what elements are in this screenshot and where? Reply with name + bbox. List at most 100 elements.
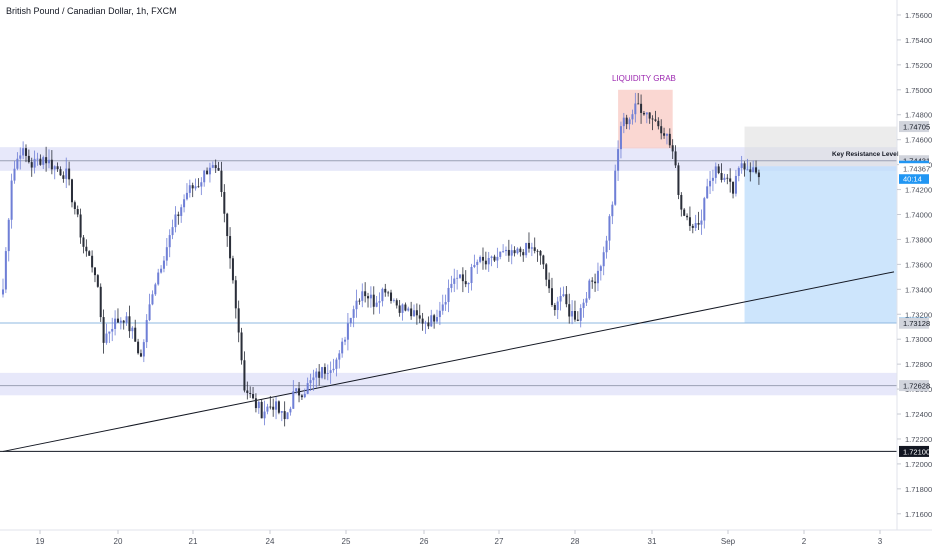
candle-body <box>142 342 145 357</box>
candle <box>539 250 542 265</box>
candle-body <box>211 165 214 168</box>
candle <box>378 292 381 314</box>
candle <box>493 254 496 263</box>
candle-body <box>536 250 539 252</box>
candle-body <box>407 308 410 311</box>
candle <box>401 303 404 321</box>
candle <box>559 287 562 311</box>
candle <box>364 282 367 303</box>
candle-body <box>599 266 602 271</box>
x-tick-label: 3 <box>878 537 883 546</box>
candle <box>755 160 758 175</box>
candle <box>45 146 48 172</box>
candle-body <box>752 167 755 173</box>
candle <box>573 300 576 322</box>
x-tick-label: 25 <box>342 537 351 546</box>
candle-body <box>737 167 740 176</box>
candle <box>530 242 533 257</box>
candle <box>651 115 654 131</box>
y-tick-label: 1.75000 <box>905 86 932 95</box>
candle <box>7 217 10 262</box>
candle-body <box>568 304 571 317</box>
candle <box>93 267 96 283</box>
candle <box>637 93 640 105</box>
candle <box>116 308 119 323</box>
candle <box>427 316 430 330</box>
candle-body <box>312 377 315 381</box>
candle-body <box>415 310 418 316</box>
candle <box>111 317 114 342</box>
candle <box>188 179 191 198</box>
candle-body <box>99 286 102 318</box>
candle-body <box>631 114 634 120</box>
candle <box>415 303 418 325</box>
candle-body <box>65 168 68 179</box>
candle-body <box>660 126 663 134</box>
candle-body <box>7 219 10 252</box>
candle-body <box>200 182 203 187</box>
candle-body <box>433 315 436 322</box>
candle <box>289 406 292 416</box>
candle <box>162 255 165 273</box>
candle <box>746 158 749 171</box>
candle-body <box>326 372 329 374</box>
candle-body <box>732 181 735 194</box>
candle-body <box>387 292 390 294</box>
candle-body <box>298 388 301 396</box>
candle <box>516 247 519 255</box>
candle <box>527 232 530 253</box>
candle <box>375 295 378 308</box>
candle-body <box>637 103 640 105</box>
candle-body <box>151 294 154 305</box>
price-tag-label: 1.73128 <box>903 319 930 328</box>
candle-body <box>68 168 71 180</box>
candle <box>599 264 602 281</box>
candle-body <box>602 252 605 267</box>
candle-body <box>562 294 565 297</box>
take-profit-area <box>744 166 897 323</box>
candle <box>553 302 556 316</box>
candle <box>174 206 177 233</box>
candle <box>665 133 668 145</box>
candle-body <box>145 320 148 343</box>
candle <box>65 157 68 189</box>
candle-body <box>338 353 341 360</box>
candle-body <box>188 185 191 193</box>
candle-body <box>559 296 562 302</box>
candle <box>352 305 355 328</box>
candle-body <box>369 294 372 299</box>
candle-body <box>315 371 318 378</box>
candle <box>714 162 717 184</box>
candle-body <box>372 294 375 307</box>
candle <box>470 263 473 291</box>
candle-body <box>197 186 200 188</box>
candle <box>315 368 318 388</box>
candle-body <box>134 327 137 342</box>
candle-body <box>424 322 427 324</box>
candle <box>737 166 740 182</box>
candle <box>688 206 691 231</box>
candle-body <box>487 257 490 265</box>
candle <box>206 167 209 175</box>
candle-body <box>283 411 286 420</box>
candle <box>484 251 487 270</box>
candle <box>668 128 671 148</box>
candle-body <box>229 236 232 259</box>
x-tick-label: 26 <box>420 537 429 546</box>
candle <box>4 247 7 294</box>
candle-body <box>539 250 542 256</box>
candle-body <box>507 249 510 256</box>
candle <box>481 247 485 270</box>
candle <box>1 278 5 298</box>
candle <box>185 183 188 201</box>
candle <box>266 403 269 415</box>
candle <box>321 366 324 380</box>
candle <box>648 112 651 124</box>
liquidity-grab-label: LIQUIDITY GRAB <box>612 74 676 83</box>
candle-body <box>565 294 568 305</box>
candle <box>642 110 645 116</box>
candle-body <box>254 398 257 409</box>
trendline <box>2 271 895 452</box>
candle-body <box>116 318 119 323</box>
